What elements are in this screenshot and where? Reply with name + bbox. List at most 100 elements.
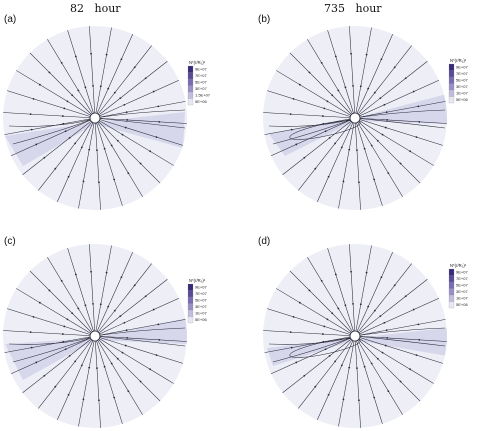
- streamline-marker: [155, 354, 158, 357]
- streamline-marker: [384, 126, 387, 129]
- streamline: [354, 117, 361, 210]
- streamline: [354, 335, 447, 342]
- streamline-marker: [43, 374, 46, 377]
- streamline-marker: [328, 354, 331, 357]
- streamline: [94, 335, 183, 364]
- streamline-marker: [327, 175, 330, 178]
- streamline-curve: [12, 335, 96, 363]
- streamline: [354, 335, 403, 415]
- streamline-marker: [326, 318, 329, 321]
- streamline-marker: [373, 91, 376, 94]
- streamline: [354, 335, 421, 402]
- streamline: [94, 61, 168, 119]
- streamline: [338, 117, 356, 209]
- streamline-marker: [323, 107, 326, 110]
- streamline-marker: [415, 354, 418, 357]
- streamline-marker: [113, 309, 116, 312]
- legend-swatch: [448, 268, 455, 276]
- streamline-marker: [105, 53, 108, 56]
- streamline-marker: [82, 398, 85, 401]
- streamline: [94, 335, 143, 415]
- streamline-marker: [68, 354, 71, 357]
- streamline-marker: [324, 130, 327, 133]
- streamline: [94, 335, 123, 424]
- column-title-right: 735 hour: [324, 2, 382, 15]
- streamline: [349, 26, 356, 119]
- legend-swatch: [187, 296, 194, 304]
- streamline-marker: [29, 113, 32, 116]
- streamline-marker: [320, 280, 323, 282]
- streamline-marker: [418, 338, 421, 341]
- legend-swatch: [448, 275, 455, 283]
- streamline-marker: [331, 94, 334, 97]
- streamline-marker: [30, 128, 33, 131]
- streamline: [78, 117, 96, 209]
- streamline-marker: [90, 270, 92, 273]
- streamline: [94, 117, 101, 210]
- streamline-marker: [80, 146, 83, 149]
- streamline-marker: [98, 181, 100, 184]
- streamline: [354, 79, 439, 119]
- column-title-left: 82 hour: [70, 2, 121, 15]
- streamline-marker: [107, 305, 110, 308]
- streamline: [94, 79, 179, 119]
- streamline-marker: [152, 90, 155, 93]
- streamline-marker: [32, 315, 35, 318]
- legend-swatch: [187, 309, 194, 317]
- streamline-marker: [103, 147, 106, 150]
- streamline: [89, 244, 96, 337]
- streamline: [94, 279, 168, 337]
- streamline-marker: [295, 361, 298, 364]
- streamline-marker: [54, 167, 57, 170]
- streamline-marker: [412, 90, 415, 93]
- streamline: [289, 270, 356, 337]
- streamline-marker: [292, 315, 295, 318]
- streamline-marker: [66, 100, 69, 103]
- streamline: [67, 248, 96, 337]
- streamline-marker: [417, 323, 420, 326]
- streamline-marker: [379, 315, 382, 318]
- streamline-marker: [120, 276, 123, 279]
- streamline: [264, 117, 356, 135]
- streamline-marker: [289, 331, 292, 334]
- streamline-marker: [84, 304, 87, 307]
- streamline-marker: [334, 142, 337, 145]
- streamline-curve: [354, 109, 446, 119]
- streamline-marker: [48, 71, 51, 74]
- streamline: [4, 335, 96, 353]
- streamline-curve: [12, 117, 96, 145]
- streamline-curve: [354, 335, 446, 347]
- streamline: [354, 335, 434, 384]
- streamline-marker: [126, 337, 129, 339]
- streamline-marker: [323, 325, 326, 328]
- streamline: [354, 335, 383, 424]
- streamline-marker: [370, 362, 373, 365]
- legend-level: 9E+07: [195, 67, 207, 72]
- streamline-marker: [157, 105, 160, 108]
- streamline-marker: [321, 333, 324, 335]
- streamline-marker: [383, 103, 386, 106]
- streamline-marker: [64, 348, 67, 351]
- streamline-marker: [74, 55, 77, 58]
- streamline: [354, 117, 383, 206]
- streamline-curve: [94, 117, 186, 129]
- streamline: [317, 117, 356, 203]
- streamline-marker: [321, 115, 324, 117]
- streamline-marker: [344, 304, 347, 307]
- legend-swatch: [448, 288, 455, 296]
- streamline-marker: [367, 87, 370, 90]
- legend-level: 1E+07: [456, 296, 468, 301]
- streamline: [327, 248, 356, 337]
- streamline-marker: [386, 119, 389, 121]
- legend-level: 1E+07: [195, 311, 207, 316]
- streamline: [11, 335, 96, 375]
- streamline-marker: [342, 180, 345, 183]
- streamline-marker: [35, 361, 38, 364]
- streamline-marker: [385, 111, 388, 114]
- streamline-marker: [125, 111, 128, 114]
- streamline-marker: [344, 86, 347, 89]
- streamline-marker: [298, 301, 301, 304]
- streamline-marker: [379, 97, 382, 100]
